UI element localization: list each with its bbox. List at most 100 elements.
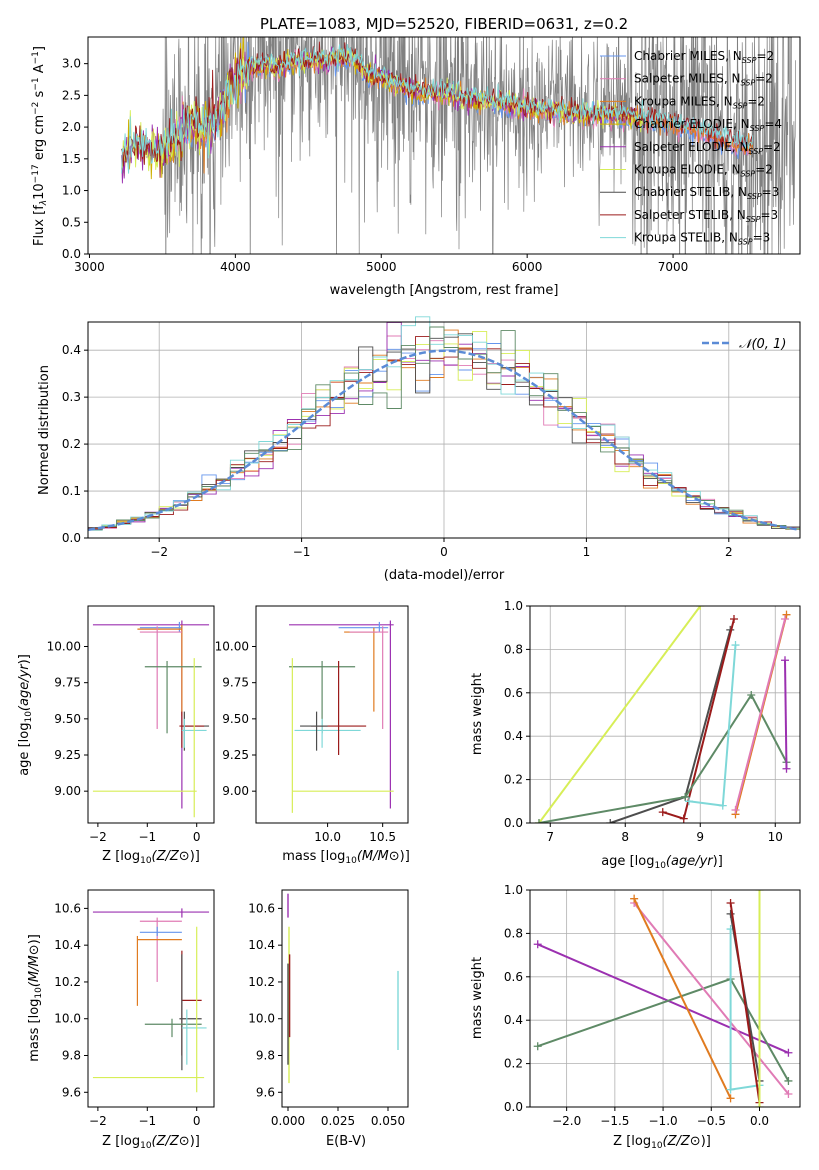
legend-label: Kroupa MILES, NSSP=2 — [634, 94, 765, 110]
xtick-label: 10 — [768, 830, 783, 844]
axes-frame — [87, 605, 215, 824]
ytick-label: 9.6 — [256, 1085, 275, 1099]
ytick-label: 1.0 — [62, 184, 81, 198]
mass-axis-label-left: mass [log10(M/M⊙)] — [27, 934, 44, 1062]
axes-frame — [281, 889, 409, 1108]
plot-area — [92, 620, 210, 818]
ytick-label: 9.6 — [62, 1085, 81, 1099]
spectrum-xlabel: wavelength [Angstrom, rest frame] — [330, 283, 559, 298]
xtick-label: −1 — [293, 545, 311, 559]
xtick-label: −1.0 — [649, 1114, 678, 1128]
histogram-ylabel: Normed distribution — [37, 365, 52, 495]
point-marker — [533, 1042, 542, 1051]
spectrum-axes-frame — [87, 36, 801, 255]
series-line-salp_elodie — [537, 943, 789, 1054]
xtick-label: −1.5 — [600, 1114, 629, 1128]
point-marker — [606, 819, 615, 823]
ytick-label: 2.0 — [62, 120, 81, 134]
point-marker — [781, 615, 789, 624]
ytick-label: 0.6 — [504, 686, 523, 700]
plot-area — [287, 893, 399, 1084]
spectrum-ylabel: Flux [fλ10−17 erg cm−2 s−1 A−1] — [31, 46, 49, 246]
point-marker — [782, 610, 791, 619]
ytick-label: 9.25 — [222, 748, 249, 762]
point-marker — [784, 1076, 793, 1085]
z-axis-label-right: Z [log10(Z/Z⊙)] — [613, 1134, 711, 1151]
legend-label: Chabrier MILES, NSSP=2 — [634, 49, 774, 65]
point-marker — [747, 690, 756, 699]
ytick-label: 0.0 — [62, 247, 81, 261]
plot-area — [289, 620, 394, 813]
legend-label: Kroupa STELIB, NSSP=3 — [634, 231, 770, 247]
ytick-label: 10.6 — [54, 901, 81, 915]
ytick-label: 0.0 — [504, 816, 523, 830]
ytick-label: 9.75 — [222, 676, 249, 690]
xtick-label: 10.5 — [369, 830, 396, 844]
ytick-label: 0.2 — [504, 1057, 523, 1071]
ytick-label: 9.00 — [222, 784, 249, 798]
ytick-label: 0.4 — [504, 729, 523, 743]
xtick-label: −2.0 — [552, 1114, 581, 1128]
ytick-label: 1.5 — [62, 152, 81, 166]
xtick-label: 0.000 — [271, 1114, 305, 1128]
series-line-salp_stelib — [729, 902, 761, 1103]
point-marker — [784, 1048, 793, 1057]
legend-label: Salpeter ELODIE, NSSP=2 — [634, 140, 781, 156]
ytick-label: 9.25 — [54, 748, 81, 762]
mass-weight-vs-age-panel: 7 8 9 10 0.0 0.2 0.4 0.6 0.8 1.0 — [504, 599, 801, 844]
xtick-label: −2 — [150, 545, 168, 559]
xtick-label: −1 — [138, 1114, 156, 1128]
xtick-label: 0 — [193, 830, 201, 844]
ytick-label: 10.2 — [248, 975, 275, 989]
point-marker — [535, 819, 543, 823]
point-marker — [718, 801, 727, 810]
age-axis-label: age [log10(age/yr)] — [17, 654, 34, 776]
ytick-label: 9.8 — [256, 1049, 275, 1063]
series-line-chab_stelib — [609, 629, 732, 823]
point-marker — [726, 1085, 735, 1094]
z-axis-label-bottom: Z [log10(Z/Z⊙)] — [102, 1134, 200, 1151]
legend-label: Kroupa ELODIE, NSSP=2 — [634, 163, 773, 179]
ytick-label: 0.3 — [62, 390, 81, 404]
point-marker — [784, 1089, 793, 1098]
mass-weight-label-top: mass weight — [470, 673, 485, 755]
axes-frame — [255, 605, 409, 824]
ytick-label: 9.00 — [54, 784, 81, 798]
xtick-label: −1 — [138, 830, 156, 844]
plot-area — [92, 908, 210, 1093]
ebv-axis-label: E(B-V) — [326, 1134, 366, 1149]
series-line-salp_elodie — [784, 660, 788, 769]
ytick-label: 2.5 — [62, 88, 81, 102]
age-vs-z-panel: −2 −1 0 9.00 9.25 9.50 9.75 10.00 — [47, 605, 215, 844]
ytick-label: 0.4 — [62, 343, 81, 357]
histogram-xticks: −2 −1 0 1 2 — [150, 538, 733, 559]
xtick-label: 5000 — [366, 260, 397, 274]
xtick-label: 1 — [583, 545, 591, 559]
ytick-label: 10.00 — [215, 640, 249, 654]
xtick-label: 0.0 — [750, 1114, 769, 1128]
ytick-label: 0.6 — [504, 970, 523, 984]
ytick-label: 0.0 — [62, 531, 81, 545]
point-marker — [755, 1103, 764, 1107]
xtick-label: 7000 — [658, 260, 689, 274]
point-marker — [630, 894, 639, 903]
xtick-label: 0 — [193, 1114, 201, 1128]
xtick-label: 8 — [621, 830, 629, 844]
axes-frame — [529, 889, 801, 1108]
ytick-label: 10.2 — [54, 975, 81, 989]
histogram-yticks: 0.0 0.1 0.2 0.3 0.4 — [62, 343, 88, 545]
xtick-label: 4000 — [220, 260, 251, 274]
ytick-label: 10.4 — [54, 938, 81, 952]
legend-label: Salpeter STELIB, NSSP=3 — [634, 208, 778, 224]
xtick-label: 0.050 — [371, 1114, 405, 1128]
model-line-krou_stelib — [121, 44, 754, 174]
xtick-label: 6000 — [512, 260, 543, 274]
xtick-label: 9 — [696, 830, 704, 844]
point-marker — [731, 805, 740, 814]
plot-area — [533, 890, 793, 1107]
xtick-label: 3000 — [74, 260, 105, 274]
point-marker — [781, 656, 789, 665]
mass-weight-vs-z-panel: −2.0 −1.5 −1.0 −0.5 0.0 0.0 0.2 0.4 0.6 0.8 1.0 — [504, 883, 801, 1128]
ytick-label: 0.2 — [504, 773, 523, 787]
